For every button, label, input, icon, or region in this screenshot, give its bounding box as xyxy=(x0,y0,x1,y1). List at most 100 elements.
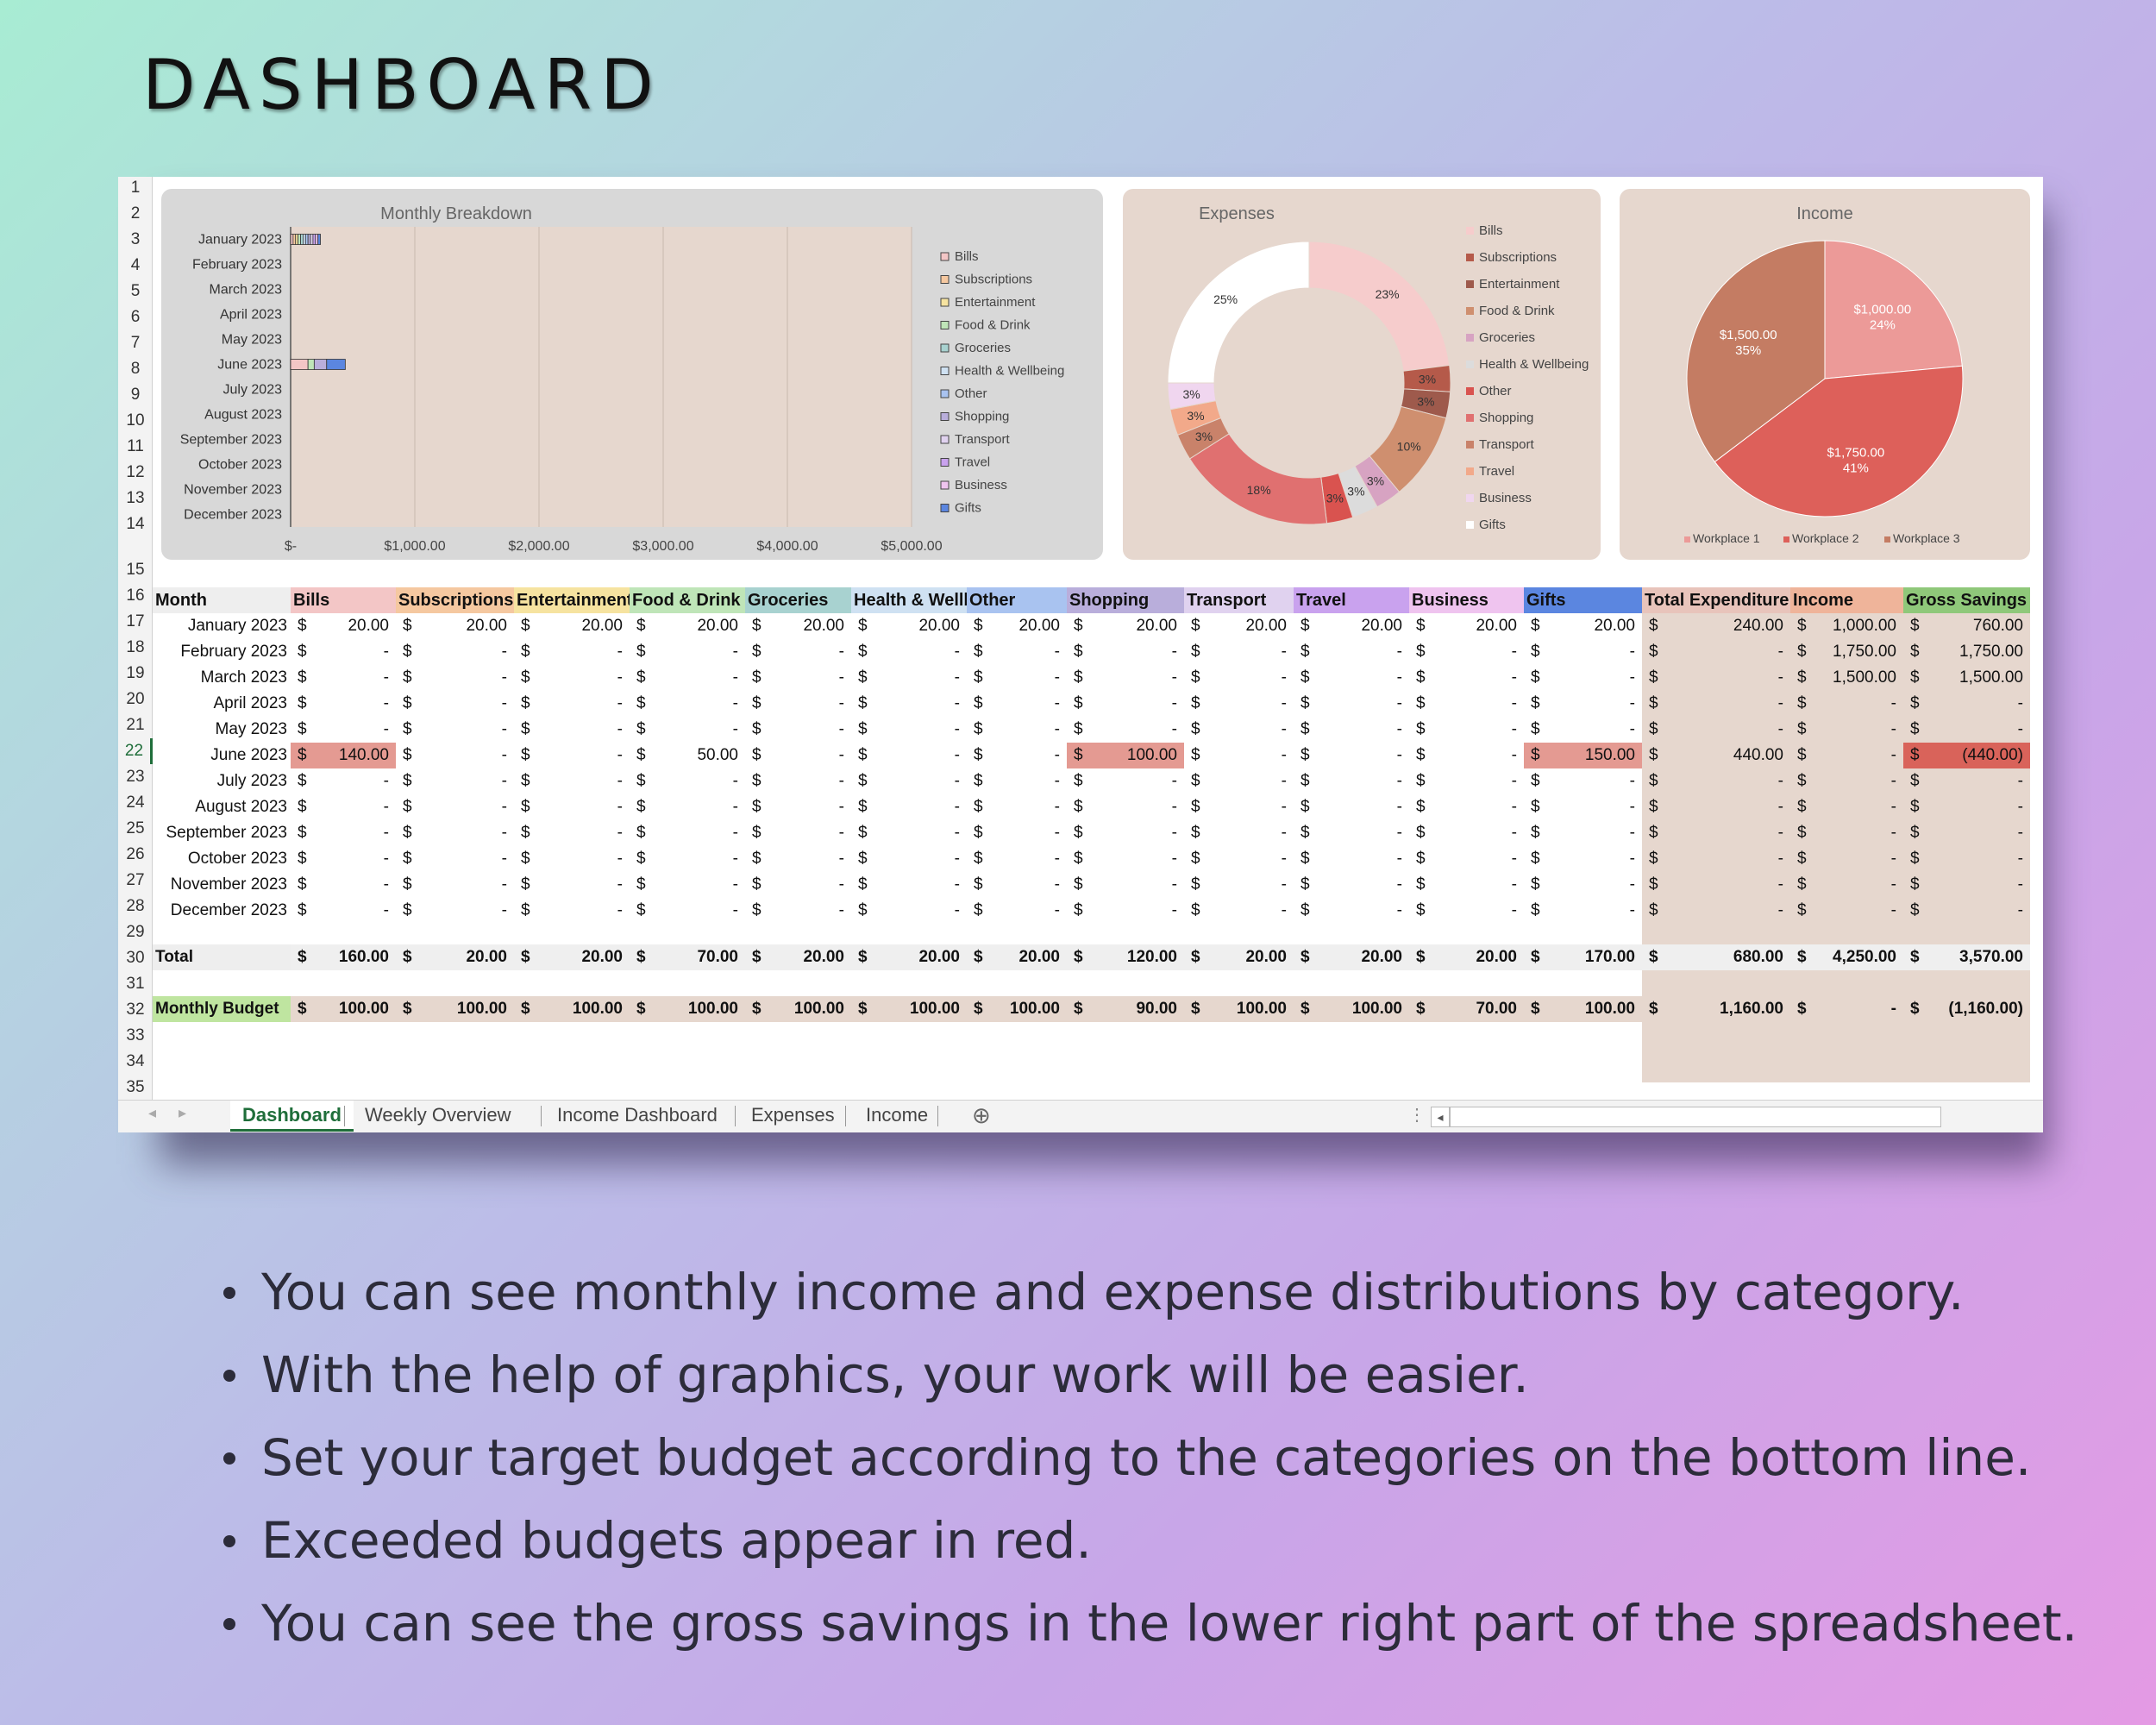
row-number[interactable]: 9 xyxy=(130,386,141,404)
table-cell[interactable]: $ - xyxy=(1300,901,1402,919)
table-cell[interactable]: $ - xyxy=(1531,901,1635,919)
row-number[interactable]: 3 xyxy=(130,230,141,248)
table-cell[interactable]: $ - xyxy=(858,643,960,661)
table-cell[interactable]: $1,500.00 xyxy=(1910,668,2023,687)
income-chart[interactable]: Income $1,000.00 24% $1,750.00 41% $1,500.00… xyxy=(1620,189,2030,560)
table-cell[interactable]: $ - xyxy=(1797,746,1896,764)
table-cell[interactable]: $ - xyxy=(858,720,960,738)
row-number[interactable]: 10 xyxy=(126,411,145,430)
table-cell[interactable]: $20.00 xyxy=(858,617,960,635)
table-cell[interactable]: $ - xyxy=(752,875,844,894)
table-cell[interactable]: $1,750.00 xyxy=(1797,643,1896,661)
table-cell[interactable]: $ - xyxy=(1416,772,1517,790)
table-cell[interactable]: $ - xyxy=(403,668,507,687)
table-cell[interactable]: $ - xyxy=(298,850,389,868)
month-cell[interactable]: March 2023 xyxy=(200,668,287,687)
budget-cell[interactable]: $100.00 xyxy=(1294,996,1409,1022)
more-options-icon[interactable]: ⋮ xyxy=(1408,1106,1426,1125)
row-number[interactable]: 34 xyxy=(126,1052,145,1070)
row-number[interactable]: 6 xyxy=(130,308,141,326)
budget-cell[interactable]: $100.00 xyxy=(630,996,745,1022)
table-cell[interactable]: $ - xyxy=(403,875,507,894)
table-cell[interactable]: $ - xyxy=(1910,824,2023,842)
table-cell[interactable]: $ - xyxy=(403,694,507,712)
row-number[interactable]: 2 xyxy=(130,204,141,223)
row-number[interactable]: 35 xyxy=(126,1078,145,1096)
table-cell[interactable]: $50.00 xyxy=(636,746,738,764)
table-cell[interactable]: $ - xyxy=(974,850,1060,868)
table-cell[interactable]: $ - xyxy=(752,694,844,712)
table-cell[interactable]: $ - xyxy=(403,720,507,738)
table-cell[interactable]: $ - xyxy=(858,824,960,842)
table-cell[interactable]: $ - xyxy=(752,720,844,738)
table-cell[interactable]: $ - xyxy=(1191,824,1287,842)
table-cell[interactable]: $ - xyxy=(1416,798,1517,816)
expenses-chart[interactable]: Expenses 23% 3% 3% 10% 3% 3% 3% 18% 3% 3% 3% 25% Bil… xyxy=(1123,189,1601,560)
table-cell[interactable]: $ - xyxy=(403,643,507,661)
table-cell[interactable]: $ - xyxy=(974,772,1060,790)
table-cell[interactable]: $ - xyxy=(521,850,623,868)
row-number[interactable]: 30 xyxy=(126,949,145,967)
table-cell[interactable]: $ - xyxy=(1300,643,1402,661)
table-cell[interactable]: $ - xyxy=(1074,694,1177,712)
table-cell[interactable]: $ - xyxy=(974,901,1060,919)
table-cell[interactable]: $ - xyxy=(1649,901,1783,919)
table-cell[interactable]: $ - xyxy=(1797,824,1896,842)
table-cell[interactable]: $ - xyxy=(1416,668,1517,687)
table-cell[interactable]: $ - xyxy=(1531,798,1635,816)
table-cell[interactable]: $ - xyxy=(1074,901,1177,919)
row-number[interactable]: 15 xyxy=(126,561,145,579)
budget-cell[interactable]: $100.00 xyxy=(514,996,630,1022)
table-cell[interactable]: $ - xyxy=(974,875,1060,894)
row-number[interactable]: 29 xyxy=(126,923,145,941)
row-number[interactable]: 33 xyxy=(126,1026,145,1044)
table-cell[interactable]: $ - xyxy=(1649,643,1783,661)
table-cell[interactable]: $ - xyxy=(1416,694,1517,712)
table-cell[interactable]: $ - xyxy=(752,798,844,816)
row-number[interactable]: 8 xyxy=(130,360,141,378)
table-cell[interactable]: $ - xyxy=(1074,720,1177,738)
column-header[interactable]: Bills xyxy=(291,587,396,613)
table-cell[interactable]: $20.00 xyxy=(974,617,1060,635)
budget-cell[interactable]: $1,160.00 xyxy=(1642,996,1790,1022)
row-number[interactable]: 21 xyxy=(126,716,145,734)
table-cell[interactable]: $20.00 xyxy=(1416,617,1517,635)
table-cell[interactable]: $ - xyxy=(1300,720,1402,738)
table-cell[interactable]: $ - xyxy=(1300,746,1402,764)
table-cell[interactable]: $ - xyxy=(403,772,507,790)
table-cell[interactable]: $ - xyxy=(1191,694,1287,712)
tab-scroll-left-icon[interactable]: ◂ xyxy=(148,1104,157,1121)
total-cell[interactable]: $160.00 xyxy=(291,944,396,970)
table-cell[interactable]: $ - xyxy=(1797,901,1896,919)
column-header[interactable]: Other xyxy=(967,587,1067,613)
row-number[interactable]: 12 xyxy=(126,463,145,481)
column-header[interactable]: Entertainment xyxy=(514,587,630,613)
table-cell[interactable]: $ - xyxy=(1649,694,1783,712)
row-number[interactable]: 32 xyxy=(126,1000,145,1019)
table-cell[interactable]: $ - xyxy=(403,824,507,842)
row-number[interactable]: 5 xyxy=(130,282,141,300)
month-cell[interactable]: April 2023 xyxy=(213,694,287,712)
table-cell[interactable]: $ - xyxy=(1191,746,1287,764)
total-cell[interactable]: $3,570.00 xyxy=(1903,944,2030,970)
column-header[interactable]: Income xyxy=(1790,587,1903,613)
table-cell[interactable]: $20.00 xyxy=(1074,617,1177,635)
table-cell[interactable]: $ - xyxy=(521,798,623,816)
table-cell[interactable]: $ - xyxy=(1797,694,1896,712)
budget-cell[interactable]: $ (1,160.00) xyxy=(1903,996,2030,1022)
table-cell[interactable]: $ - xyxy=(1531,875,1635,894)
table-cell[interactable]: $ - xyxy=(1074,772,1177,790)
table-cell[interactable]: $ - xyxy=(403,850,507,868)
monthly-breakdown-chart[interactable]: Monthly Breakdown $- $1,000.00 $2,000.00 $3… xyxy=(161,189,1103,560)
total-cell[interactable]: $20.00 xyxy=(396,944,514,970)
column-header[interactable]: Food & Drink xyxy=(630,587,745,613)
table-cell[interactable]: $ - xyxy=(1910,901,2023,919)
column-header[interactable]: Gross Savings xyxy=(1903,587,2030,613)
table-cell[interactable]: $ - xyxy=(1416,643,1517,661)
table-cell[interactable]: $ - xyxy=(752,901,844,919)
table-cell[interactable]: $ - xyxy=(1074,824,1177,842)
table-cell[interactable]: $ - xyxy=(298,875,389,894)
table-cell[interactable]: $20.00 xyxy=(1191,617,1287,635)
table-cell[interactable]: $ - xyxy=(1649,850,1783,868)
table-cell[interactable]: $ - xyxy=(298,824,389,842)
